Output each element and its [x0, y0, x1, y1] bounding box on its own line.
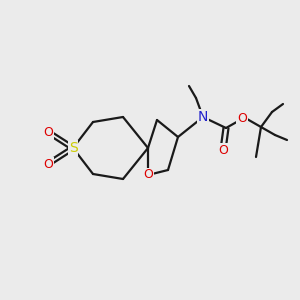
Text: O: O	[218, 143, 228, 157]
Text: O: O	[43, 158, 53, 170]
Text: O: O	[43, 125, 53, 139]
Text: O: O	[143, 169, 153, 182]
Text: O: O	[237, 112, 247, 125]
Text: N: N	[198, 110, 208, 124]
Text: S: S	[69, 141, 77, 155]
